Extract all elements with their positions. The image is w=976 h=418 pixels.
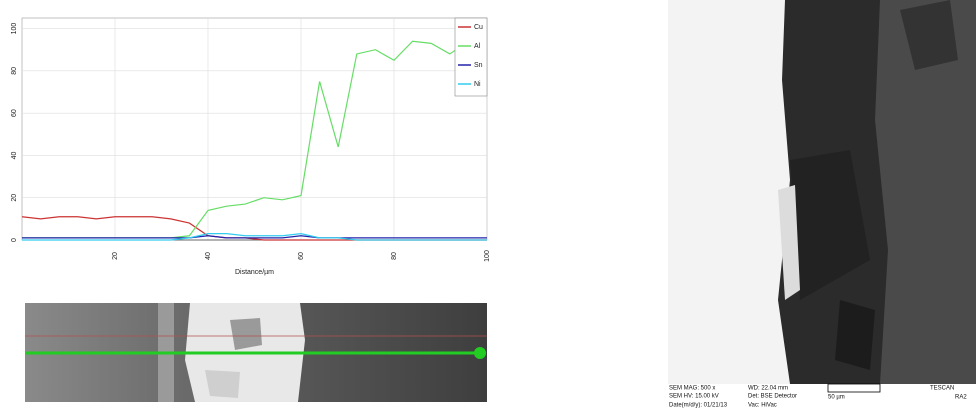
plot-area (21, 17, 488, 241)
y-tick-label: 100 (11, 23, 18, 35)
sem-label: SEM MAG: 500 x (669, 386, 715, 392)
legend-label: Al (474, 43, 481, 50)
y-tick-label: 60 (11, 109, 18, 117)
line-scan-image (25, 303, 487, 402)
legend-label: Cu (474, 24, 483, 31)
series-line (22, 235, 487, 239)
sem-label: RA2 (955, 395, 967, 401)
sem-label: 50 µm (828, 395, 845, 401)
y-tick-label: 0 (11, 238, 18, 242)
x-tick-label: 60 (298, 252, 305, 260)
series-line (22, 233, 487, 241)
x-tick-label: 40 (205, 252, 212, 260)
sem-caption: SEM MAG: 500 x WD: 22.04 mm SEM HV: 15.00 … (669, 386, 967, 409)
sem-label: TESCAN (930, 386, 954, 392)
sem-label: SEM HV: 15.00 kV (669, 394, 719, 400)
sem-micrograph (668, 0, 976, 418)
chart: 0 20 40 60 80 100 20 40 60 80 100 Distance/µm Cu Al Sn… (11, 17, 491, 276)
x-tick-label: 100 (484, 250, 491, 262)
legend-label: Sn (474, 62, 483, 69)
x-axis-label: Distance/µm (235, 269, 274, 276)
sem-label: Date(m/d/y): 01/21/13 (669, 403, 728, 409)
y-tick-label: 20 (11, 194, 18, 202)
legend-box (454, 17, 488, 97)
sem-label: Det: BSE Detector (748, 394, 797, 400)
y-tick-label: 40 (11, 151, 18, 159)
x-tick-label: 80 (391, 252, 398, 260)
legend-label: Ni (474, 81, 481, 88)
sem-label: Vac: HiVac (748, 403, 777, 409)
y-tick-label: 80 (11, 67, 18, 75)
sem-label: WD: 22.04 mm (748, 386, 788, 392)
x-tick-label: 20 (112, 252, 119, 260)
